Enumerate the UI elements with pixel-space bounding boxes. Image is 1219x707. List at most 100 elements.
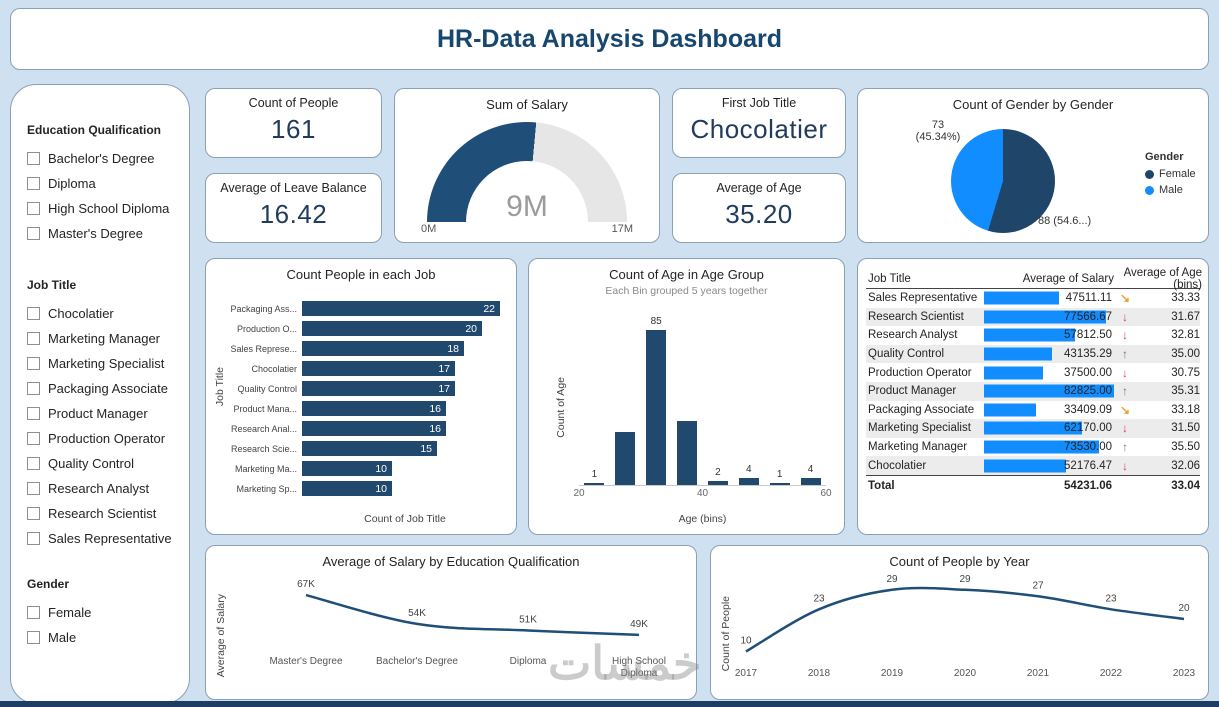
checkbox[interactable] [27, 382, 40, 395]
table-row-packaging-associate[interactable]: Packaging Associate 33409.09 ↘ 33.18 [866, 401, 1200, 420]
chart-title: Average of Salary by Education Qualifica… [322, 554, 580, 569]
table-row-marketing-manager[interactable]: Marketing Manager 73530.00 ↑ 35.50 [866, 438, 1200, 457]
job-bar[interactable]: 10 [302, 461, 392, 476]
filter-option-male[interactable]: Male [27, 625, 179, 650]
checkbox[interactable] [27, 357, 40, 370]
filter-option-research-scientist[interactable]: Research Scientist [27, 501, 179, 526]
table-row-production-operator[interactable]: Production Operator 37500.00 ↓ 30.75 [866, 363, 1200, 382]
job-bar[interactable]: 17 [302, 381, 455, 396]
filter-option-production-operator[interactable]: Production Operator [27, 426, 179, 451]
job-bar[interactable]: 17 [302, 361, 455, 376]
legend-swatch [1145, 169, 1154, 179]
trend-down-icon: ↓ [1122, 458, 1128, 473]
bar-track: 10 [302, 461, 500, 476]
job-bar[interactable]: 18 [302, 341, 464, 356]
checkbox[interactable] [27, 152, 40, 165]
filter-option-chocolatier[interactable]: Chocolatier [27, 301, 179, 326]
age-bar[interactable] [707, 481, 728, 485]
job-bar[interactable]: 16 [302, 421, 446, 436]
filter-option-diploma[interactable]: Diploma [27, 171, 179, 196]
filter-option-female[interactable]: Female [27, 600, 179, 625]
age-bin: 1 [579, 321, 610, 485]
column-header-job-title[interactable]: Job Title [868, 273, 911, 285]
job-bar-row: Product Mana... 16 [228, 401, 500, 416]
pie-label-female: 88 (54.6...) [1038, 215, 1092, 227]
age-bar[interactable] [584, 483, 605, 485]
table-header[interactable]: Job Title Average of Salary Average of A… [866, 267, 1202, 291]
filter-option-sales-representative[interactable]: Sales Representative [27, 526, 179, 551]
age-bar[interactable] [738, 477, 759, 485]
job-bar[interactable]: 15 [302, 441, 437, 456]
age-cell: 30.75 [1171, 366, 1200, 379]
table-row-research-scientist[interactable]: Research Scientist 77566.67 ↓ 31.67 [866, 307, 1200, 327]
x-category-label: Bachelor's Degree [376, 656, 458, 667]
checkbox[interactable] [27, 457, 40, 470]
trend-up-icon: ↑ [1122, 347, 1128, 362]
table-row-chocolatier[interactable]: Chocolatier 52176.47 ↓ 32.06 [866, 456, 1200, 475]
filter-option-marketing-manager[interactable]: Marketing Manager [27, 326, 179, 351]
job-bar[interactable]: 20 [302, 321, 482, 336]
checkbox[interactable] [27, 332, 40, 345]
checkbox[interactable] [27, 432, 40, 445]
table-row-marketing-specialist[interactable]: Marketing Specialist 62170.00 ↓ 31.50 [866, 419, 1200, 438]
checkbox[interactable] [27, 507, 40, 520]
checkbox[interactable] [27, 177, 40, 190]
kpi-title: Average of Leave Balance [220, 181, 367, 195]
filter-option-quality-control[interactable]: Quality Control [27, 451, 179, 476]
age-bin [672, 321, 703, 485]
legend-item-female[interactable]: Female [1145, 168, 1196, 180]
age-histogram-plot: 1 85 2 4 1 4 20 40 60 [573, 316, 831, 499]
age-bar[interactable] [769, 483, 790, 485]
filter-option-packaging-associate[interactable]: Packaging Associate [27, 376, 179, 401]
checkbox[interactable] [27, 631, 40, 644]
table-row-research-analyst[interactable]: Research Analyst 57812.50 ↓ 32.81 [866, 326, 1200, 345]
filter-option-bachelor-s-degree[interactable]: Bachelor's Degree [27, 146, 179, 171]
legend-items: Female Male [1145, 168, 1196, 196]
filter-option-high-school-diploma[interactable]: High School Diploma [27, 196, 179, 221]
bar-track: 16 [302, 401, 500, 416]
filter-option-marketing-specialist[interactable]: Marketing Specialist [27, 351, 179, 376]
age-bar-value: 4 [807, 463, 814, 475]
job-bar[interactable]: 22 [302, 301, 500, 316]
table-row-quality-control[interactable]: Quality Control 43135.29 ↑ 35.00 [866, 344, 1200, 364]
job-title-cell: Packaging Associate [868, 403, 975, 416]
checkbox[interactable] [27, 407, 40, 420]
checkbox[interactable] [27, 482, 40, 495]
filter-title-gender: Gender [27, 577, 70, 591]
job-title-cell: Quality Control [868, 348, 945, 361]
job-bar-row: Marketing Sp... 10 [228, 481, 500, 496]
gauge-min-label: 0M [421, 223, 437, 235]
gender-pie[interactable] [951, 129, 1055, 233]
checkbox[interactable] [27, 307, 40, 320]
table-row-sales-representative[interactable]: Sales Representative 47511.11 ↘ 33.33 [866, 289, 1200, 308]
age-bar[interactable] [646, 330, 667, 485]
legend-title: Gender [1145, 151, 1184, 163]
job-bar[interactable]: 16 [302, 401, 446, 416]
total-label: Total [868, 479, 895, 492]
table-body: Sales Representative 47511.11 ↘ 33.33 Resear… [866, 289, 1200, 475]
filter-option-master-s-degree[interactable]: Master's Degree [27, 221, 179, 246]
filter-option-label: Diploma [48, 176, 96, 191]
job-bar[interactable]: 10 [302, 481, 392, 496]
salary-cell: 57812.50 [984, 326, 1114, 345]
column-header-avg-age[interactable]: Average of Age (bins) [1123, 267, 1202, 291]
total-age: 33.04 [1171, 479, 1200, 492]
age-bar[interactable] [800, 477, 821, 485]
checkbox[interactable] [27, 202, 40, 215]
job-title-cell: Production Operator [868, 366, 972, 379]
checkbox[interactable] [27, 532, 40, 545]
table-row-product-manager[interactable]: Product Manager 82825.00 ↑ 35.31 [866, 381, 1200, 401]
first-job-title-card: First Job Title Chocolatier [672, 88, 846, 158]
age-bar[interactable] [677, 421, 698, 485]
filter-option-product-manager[interactable]: Product Manager [27, 401, 179, 426]
filter-option-label: Marketing Specialist [48, 356, 165, 371]
legend-item-male[interactable]: Male [1145, 184, 1196, 196]
checkbox[interactable] [27, 606, 40, 619]
salary-gauge[interactable]: 9M [427, 122, 627, 222]
checkbox[interactable] [27, 227, 40, 240]
count-people-each-job-card: Count People in each Job Job Title Packa… [205, 258, 517, 535]
filter-option-research-analyst[interactable]: Research Analyst [27, 476, 179, 501]
column-header-avg-salary[interactable]: Average of Salary [1022, 273, 1114, 285]
y-axis-title: Count of Age [555, 377, 567, 438]
age-bar[interactable] [615, 432, 636, 485]
